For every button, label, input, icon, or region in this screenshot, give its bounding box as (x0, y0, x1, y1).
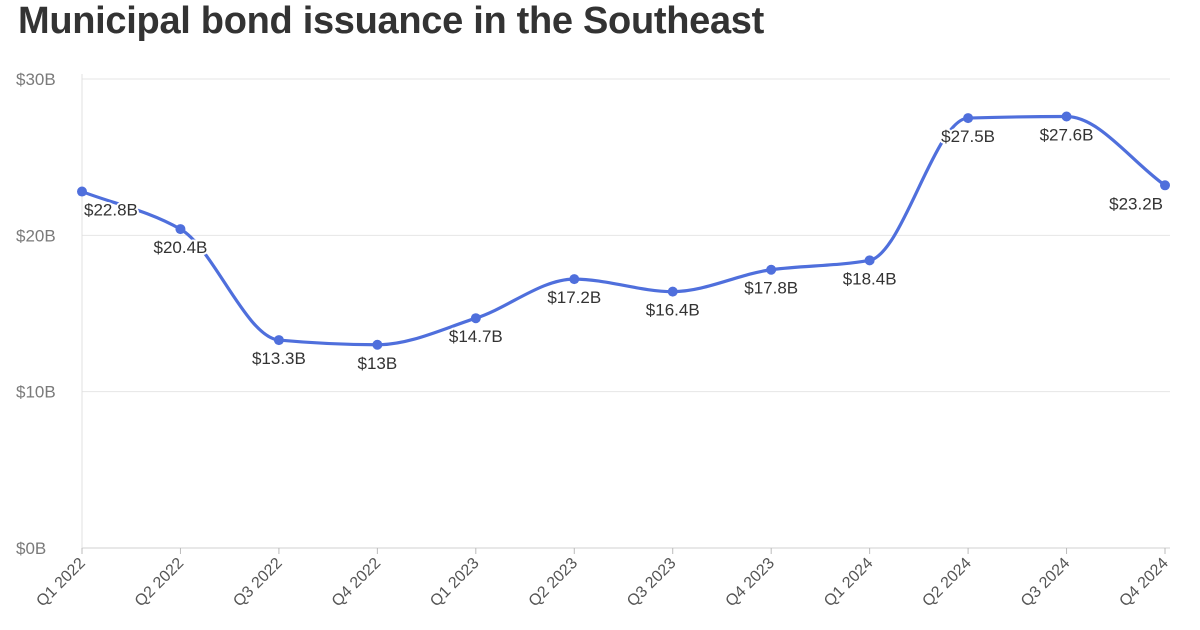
x-tick-label: Q1 2022 (33, 555, 88, 610)
data-point (1160, 180, 1170, 191)
data-point (175, 224, 186, 235)
data-label: $13B (358, 354, 398, 373)
x-tick-label: Q4 2022 (329, 555, 384, 610)
x-tick-label: Q2 2024 (919, 555, 974, 610)
data-label-halo: $18.4B (843, 269, 897, 288)
data-label-halo: $13B (358, 354, 398, 373)
data-label-halo: $17.8B (744, 279, 798, 298)
grid-lines (81, 74, 1170, 549)
data-point (1061, 111, 1072, 122)
x-tick-label: Q1 2024 (821, 555, 876, 610)
data-label-halo: $27.6B (1040, 126, 1094, 145)
y-tick-label: $30B (16, 70, 56, 89)
data-label: $27.6B (1040, 126, 1094, 145)
data-label: $20.4B (154, 238, 208, 257)
x-tick-label: Q3 2022 (230, 555, 285, 610)
data-label-halo: $17.2B (547, 288, 601, 307)
chart-title: Municipal bond issuance in the Southeast (18, 0, 764, 42)
series (77, 111, 1170, 350)
y-tick-label: $0B (16, 539, 46, 558)
data-point (77, 186, 87, 197)
y-axis: $0B $10B $20B $30B (16, 70, 56, 558)
data-label: $27.5B (941, 127, 995, 146)
x-tick-label: Q1 2023 (427, 555, 482, 610)
data-label-halo: $27.5B (941, 127, 995, 146)
data-label: $17.2B (547, 288, 601, 307)
data-labels: $22.8B$22.8B$20.4B$20.4B$13.3B$13.3B $13B… (82, 124, 1165, 375)
data-point (864, 255, 875, 266)
data-label-halo: $23.2B (1109, 194, 1163, 213)
data-label: $18.4B (843, 269, 897, 288)
x-tick-label: Q4 2024 (1116, 555, 1171, 610)
data-point (372, 339, 383, 350)
data-label: $22.8B (84, 201, 138, 220)
data-label-halo: $20.4B (154, 238, 208, 257)
data-label: $17.8B (744, 279, 798, 298)
data-label: $23.2B (1109, 194, 1163, 213)
x-tick-label: Q4 2023 (723, 555, 778, 610)
x-tick-label: Q3 2024 (1018, 555, 1073, 610)
data-label: $14.7B (449, 327, 503, 346)
data-point (963, 113, 974, 124)
x-axis: Q1 2022 Q2 2022 Q3 2022 Q4 2022 Q1 2023 Q2 20… (33, 548, 1172, 610)
series-line (80, 114, 1167, 347)
data-point (273, 335, 284, 346)
data-point (569, 274, 580, 285)
x-tick-label: Q2 2023 (526, 555, 581, 610)
data-label-halo: $13.3B (252, 349, 306, 368)
data-point (766, 264, 777, 275)
data-label-halo: $16.4B (646, 301, 700, 320)
x-tick-label: Q3 2023 (624, 555, 679, 610)
data-label: $13.3B (252, 349, 306, 368)
data-point (470, 313, 481, 324)
x-tick-label: Q2 2022 (132, 555, 187, 610)
data-label-halo: $14.7B (449, 327, 503, 346)
data-label-halo: $22.8B (84, 201, 138, 220)
data-point (667, 286, 678, 297)
y-tick-label: $20B (16, 226, 56, 245)
y-tick-label: $10B (16, 383, 56, 402)
data-label: $16.4B (646, 301, 700, 320)
